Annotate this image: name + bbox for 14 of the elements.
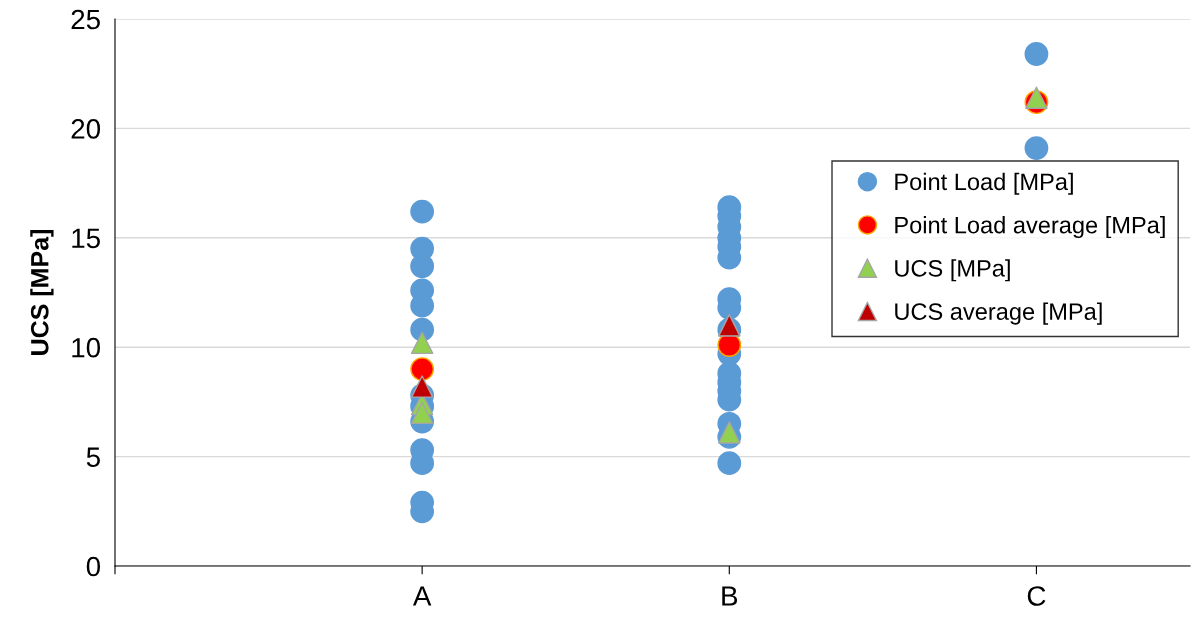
x-tick-label: C — [1027, 586, 1046, 606]
y-tick-label: 20 — [71, 119, 101, 139]
y-tick-label: 5 — [86, 447, 100, 467]
legend-label: Point Load [MPa] — [895, 172, 1073, 195]
y-tick-label: 15 — [72, 228, 100, 249]
y-tick-label: 10 — [72, 337, 101, 358]
legend-label: Point Load average [MPa] — [895, 216, 1165, 239]
x-tick-label: B — [722, 586, 738, 606]
y-tick-label: 0 — [86, 556, 101, 577]
y-tick-label: 25 — [71, 9, 100, 30]
legend-label: UCS [MPa] — [895, 259, 1010, 282]
x-tick-label: A — [412, 586, 432, 606]
y-axis-title: UCS [MPa] — [30, 230, 54, 355]
legend-label: UCS average [MPa] — [895, 302, 1102, 325]
